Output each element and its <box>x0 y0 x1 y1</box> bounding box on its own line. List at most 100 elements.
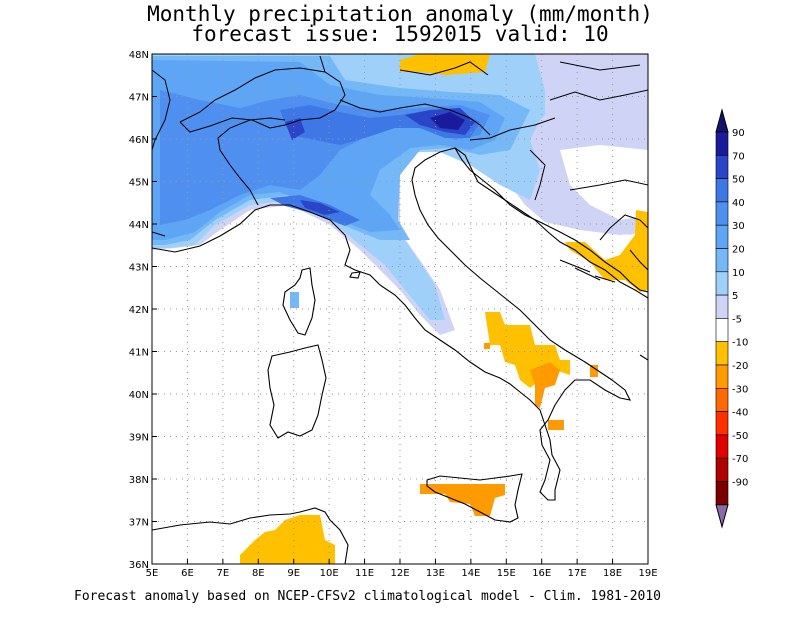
colorbar-label: -90 <box>732 478 748 489</box>
border-switzerland <box>179 67 346 133</box>
lat-tick-label: 37N <box>129 518 149 529</box>
colorbar-swatch <box>715 411 729 436</box>
colorbar-label: 5 <box>732 291 738 302</box>
lat-tick-label: 48N <box>129 50 149 61</box>
coastline-sardinia <box>267 344 327 439</box>
colorbar-legend: 90 70 50 40 30 20 10 5 -5 -10 -20 -30 -40 -50 -70 -90 <box>715 108 748 529</box>
dry-area-tunisia <box>240 515 335 564</box>
map-footer-note: Forecast anomaly based on NCEP-CFSv2 cli… <box>74 589 661 604</box>
coastline-corsica <box>282 267 316 336</box>
colorbar-swatch <box>715 224 729 249</box>
anomaly-area-east-white <box>560 145 648 220</box>
lon-tick-label: 16E <box>532 568 551 579</box>
border-germany-austria <box>319 55 489 76</box>
latitude-tick-labels: 36N 37N 38N 39N 40N 41N 42N 43N 44N 45N 46N 47N 48N <box>129 50 157 571</box>
colorbar-label: -40 <box>732 408 748 419</box>
colorbar-swatch <box>715 131 729 156</box>
lat-tick-label: 38N <box>129 475 149 486</box>
lon-tick-label: 12E <box>390 568 409 579</box>
dry-area-alps-north <box>400 54 490 75</box>
colorbar-label: 30 <box>732 221 745 232</box>
lat-tick-label: 44N <box>129 220 149 231</box>
lat-tick-label: 47N <box>129 93 149 104</box>
colorbar-swatch <box>715 434 729 459</box>
colorbar-label: -10 <box>732 338 748 349</box>
colorbar-label: -5 <box>732 314 742 325</box>
colorbar-label: -70 <box>732 454 748 465</box>
lon-tick-label: 10E <box>320 568 339 579</box>
lon-tick-label: 8E <box>252 568 265 579</box>
colorbar-label: 40 <box>732 198 745 209</box>
border-corsica-sardinia-strait <box>152 231 166 237</box>
anomaly-area-90 <box>430 112 465 130</box>
colorbar-swatch <box>715 364 729 389</box>
lon-tick-label: 18E <box>603 568 622 579</box>
colorbar-label: -20 <box>732 361 748 372</box>
border-east-1 <box>549 61 648 101</box>
border-france-north <box>152 69 171 151</box>
colorbar-label: 10 <box>732 268 745 279</box>
lat-tick-label: 36N <box>129 560 149 571</box>
lat-tick-label: 45N <box>129 178 149 189</box>
colorbar-swatch <box>715 155 729 179</box>
lon-tick-label: 15E <box>497 568 516 579</box>
lat-tick-label: 46N <box>129 135 149 146</box>
dry-patch-east <box>590 365 598 377</box>
coastline-sicily <box>426 473 523 523</box>
map-title-line-2: forecast issue: 1592015 valid: 10 <box>191 22 609 46</box>
lon-tick-label: 11E <box>355 568 374 579</box>
anomaly-shading <box>152 54 648 564</box>
coastline-italy <box>152 147 648 501</box>
lat-tick-label: 39N <box>129 433 149 444</box>
lon-tick-label: 14E <box>461 568 480 579</box>
border-france-italy <box>217 117 286 206</box>
colorbar-swatch <box>715 201 729 226</box>
lat-tick-label: 43N <box>129 263 149 274</box>
lon-tick-label: 19E <box>638 568 657 579</box>
colorbar-swatch <box>715 271 729 296</box>
dry-patch-small <box>484 343 490 349</box>
colorbar-swatch <box>715 178 729 203</box>
colorbar-swatch <box>715 457 729 482</box>
country-borders <box>152 55 648 271</box>
colorbar-swatch <box>715 481 729 506</box>
coastline-north-africa <box>152 507 349 564</box>
colorbar-label: 70 <box>732 151 745 162</box>
lat-lon-grid <box>152 54 648 564</box>
colorbar-label: 90 <box>732 128 745 139</box>
colorbar-swatch <box>715 248 729 273</box>
coastlines <box>152 147 648 564</box>
colorbar-label: -30 <box>732 384 748 395</box>
map-title-line-1: Monthly precipitation anomaly (mm/month) <box>147 2 653 26</box>
colorbar-top-arrow <box>715 108 729 133</box>
lon-tick-label: 9E <box>287 568 300 579</box>
colorbar-label: 50 <box>732 175 745 186</box>
colorbar-bottom-arrow <box>715 504 729 529</box>
coastline-balkan-islands <box>559 259 616 283</box>
lat-tick-label: 41N <box>129 348 149 359</box>
lon-tick-label: 13E <box>426 568 445 579</box>
dry-area-south-strong <box>530 362 560 408</box>
lon-tick-label: 5E <box>146 568 159 579</box>
colorbar-swatch <box>715 318 729 342</box>
coastline-balkans <box>454 147 648 299</box>
colorbar-label: -50 <box>732 431 748 442</box>
colorbar-swatch <box>715 387 729 412</box>
dry-area-sicily <box>420 484 505 516</box>
colorbar-label: 20 <box>732 245 745 256</box>
anomaly-area-70c <box>300 200 340 215</box>
dry-patch-calabria <box>548 420 564 430</box>
longitude-tick-labels: 5E 6E 7E 8E 9E 10E 11E 12E 13E 14E 15E 16E 17E 18E 19E <box>146 559 658 579</box>
colorbar-swatch <box>715 294 729 319</box>
lon-tick-label: 7E <box>217 568 230 579</box>
colorbar-swatch <box>715 341 729 366</box>
lat-tick-label: 42N <box>129 305 149 316</box>
dry-area-adriatic-east <box>565 210 648 292</box>
lon-tick-label: 17E <box>568 568 587 579</box>
lon-tick-label: 6E <box>181 568 194 579</box>
coastline-greece <box>639 354 648 361</box>
anomaly-patch-corsica <box>290 292 299 308</box>
border-austria-italy <box>339 99 491 136</box>
border-east-2 <box>599 214 648 271</box>
